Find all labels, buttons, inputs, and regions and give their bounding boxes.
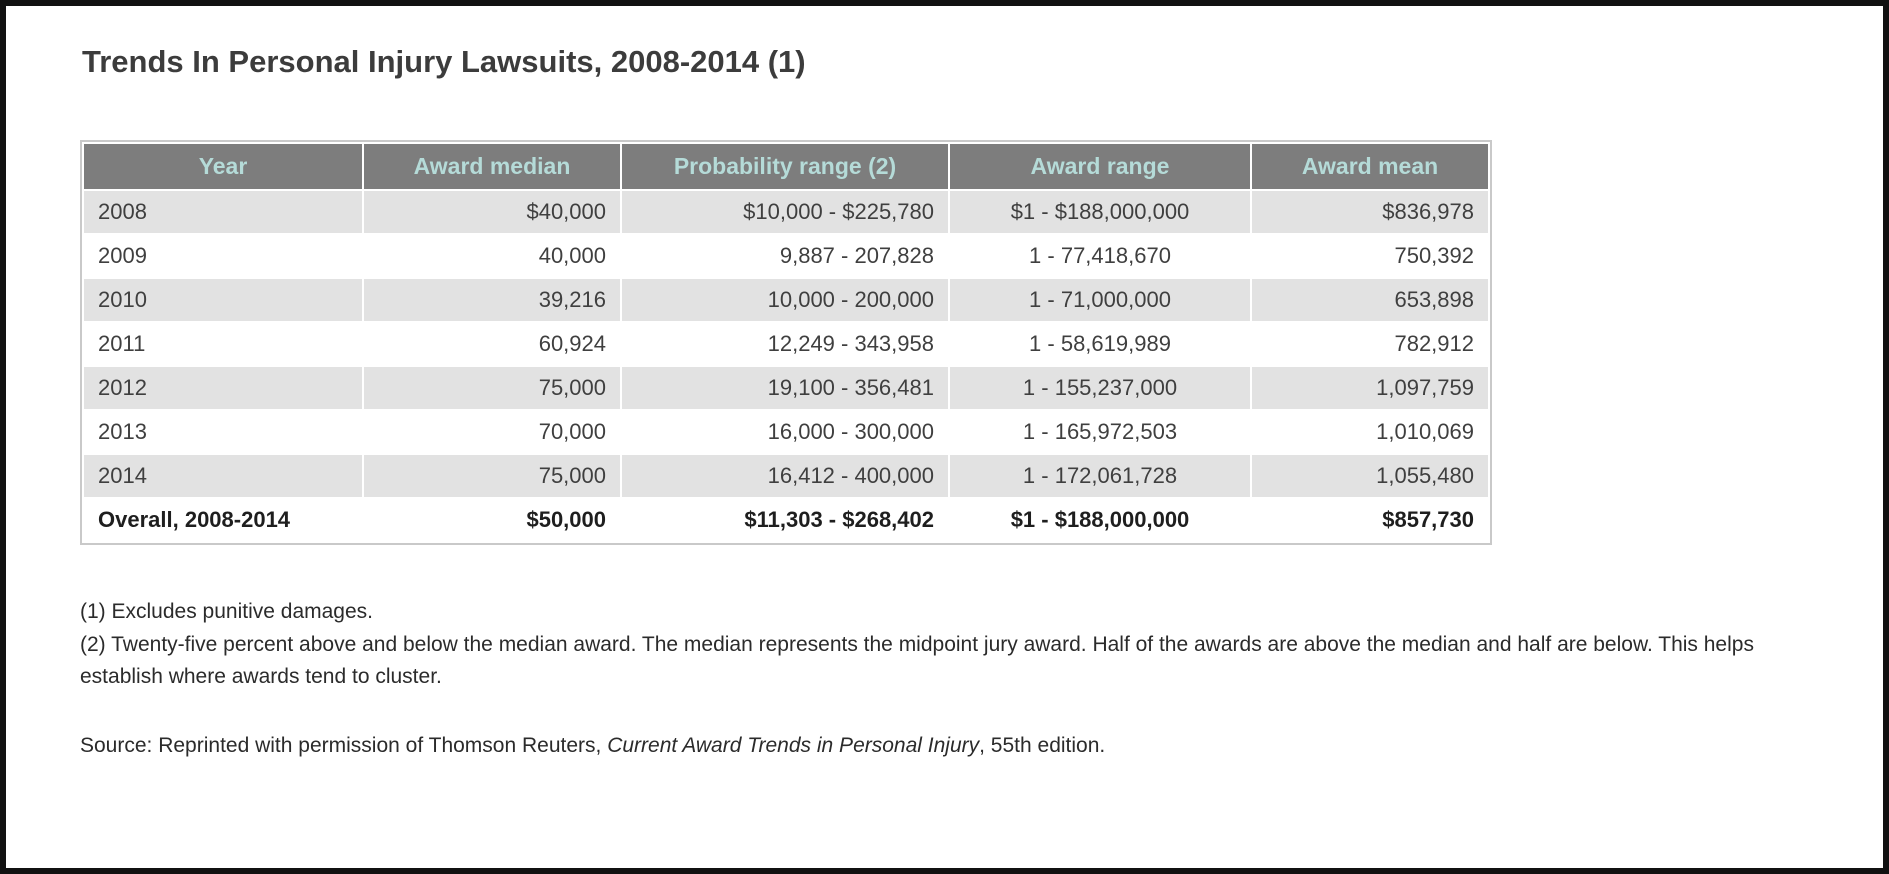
table-cell: 2009 <box>84 235 362 277</box>
table-row: 2013 70,000 16,000 - 300,000 1 - 165,972,50… <box>84 411 1488 453</box>
table-cell: 39,216 <box>364 279 620 321</box>
source-publication-title: Current Award Trends in Personal Injury <box>607 733 980 757</box>
table-cell: 1 - 165,972,503 <box>950 411 1250 453</box>
table-total-row: Overall, 2008-2014 $50,000 $11,303 - $268,… <box>84 499 1488 541</box>
table-cell: 1 - 155,237,000 <box>950 367 1250 409</box>
column-header: Award mean <box>1252 144 1488 189</box>
table-cell: 70,000 <box>364 411 620 453</box>
table-cell: 1,097,759 <box>1252 367 1488 409</box>
table-row: 2011 60,924 12,249 - 343,958 1 - 58,619,989… <box>84 323 1488 365</box>
table-header-row: Year Award median Probability range (2) Awa… <box>84 144 1488 189</box>
data-table: Year Award median Probability range (2) Awa… <box>82 142 1490 543</box>
table-cell: 16,412 - 400,000 <box>622 455 948 497</box>
footnote-1: (1) Excludes punitive damages. <box>80 600 373 623</box>
column-header: Year <box>84 144 362 189</box>
table-cell: 2008 <box>84 191 362 233</box>
table-cell: 2014 <box>84 455 362 497</box>
table-cell: 653,898 <box>1252 279 1488 321</box>
page-title: Trends In Personal Injury Lawsuits, 2008… <box>82 44 806 79</box>
column-header: Probability range (2) <box>622 144 948 189</box>
table-cell: 16,000 - 300,000 <box>622 411 948 453</box>
table-header: Year Award median Probability range (2) Awa… <box>84 144 1488 189</box>
table-cell: 60,924 <box>364 323 620 365</box>
table-cell: 1,055,480 <box>1252 455 1488 497</box>
table-cell: $1 - $188,000,000 <box>950 499 1250 541</box>
table-cell: 1 - 71,000,000 <box>950 279 1250 321</box>
table-cell: $40,000 <box>364 191 620 233</box>
table-row: 2014 75,000 16,412 - 400,000 1 - 172,061,72… <box>84 455 1488 497</box>
table-cell: $1 - $188,000,000 <box>950 191 1250 233</box>
source-line: Source: Reprinted with permission of Tho… <box>80 734 1809 758</box>
table-row: 2010 39,216 10,000 - 200,000 1 - 71,000,000… <box>84 279 1488 321</box>
table-cell: $50,000 <box>364 499 620 541</box>
table-cell: 2012 <box>84 367 362 409</box>
table-cell: Overall, 2008-2014 <box>84 499 362 541</box>
table-cell: $10,000 - $225,780 <box>622 191 948 233</box>
footnotes: (1) Excludes punitive damages. (2) Twent… <box>80 596 1809 694</box>
table-cell: 19,100 - 356,481 <box>622 367 948 409</box>
table-cell: 2013 <box>84 411 362 453</box>
table-cell: 10,000 - 200,000 <box>622 279 948 321</box>
table-cell: $836,978 <box>1252 191 1488 233</box>
table-row: 2012 75,000 19,100 - 356,481 1 - 155,237,00… <box>84 367 1488 409</box>
footnote-2: (2) Twenty-five percent above and below … <box>80 632 1754 689</box>
table-cell: 1 - 172,061,728 <box>950 455 1250 497</box>
table-cell: 1,010,069 <box>1252 411 1488 453</box>
table-cell: 75,000 <box>364 367 620 409</box>
column-header: Award median <box>364 144 620 189</box>
table-row: 2008 $40,000 $10,000 - $225,780 $1 - $188,0… <box>84 191 1488 233</box>
table-cell: 2011 <box>84 323 362 365</box>
table-cell: 750,392 <box>1252 235 1488 277</box>
table-cell: 782,912 <box>1252 323 1488 365</box>
source-suffix: , 55th edition. <box>979 733 1106 757</box>
table-cell: 40,000 <box>364 235 620 277</box>
table-cell: 75,000 <box>364 455 620 497</box>
table-cell: 2010 <box>84 279 362 321</box>
column-header: Award range <box>950 144 1250 189</box>
source-prefix: Source: Reprinted with permission of Tho… <box>80 733 608 757</box>
table-body: 2008 $40,000 $10,000 - $225,780 $1 - $188,0… <box>84 191 1488 541</box>
table-cell: 1 - 77,418,670 <box>950 235 1250 277</box>
table-cell: 9,887 - 207,828 <box>622 235 948 277</box>
table-cell: $857,730 <box>1252 499 1488 541</box>
table-cell: 12,249 - 343,958 <box>622 323 948 365</box>
table-cell: $11,303 - $268,402 <box>622 499 948 541</box>
table-cell: 1 - 58,619,989 <box>950 323 1250 365</box>
data-table-container: Year Award median Probability range (2) Awa… <box>80 140 1492 545</box>
table-row: 2009 40,000 9,887 - 207,828 1 - 77,418,670 7… <box>84 235 1488 277</box>
